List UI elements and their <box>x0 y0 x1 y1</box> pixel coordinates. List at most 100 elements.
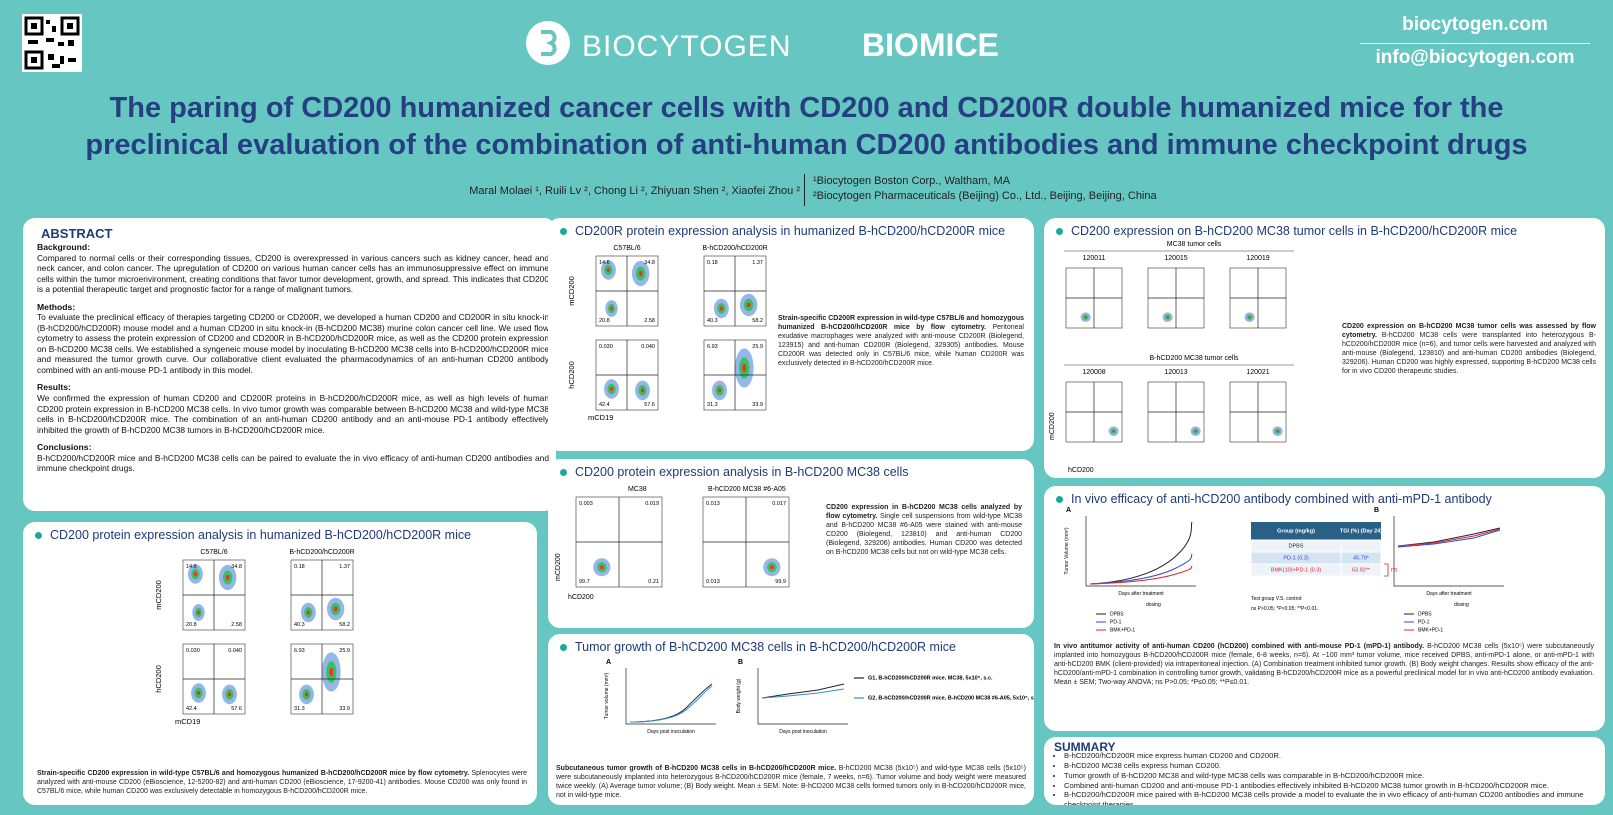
y-axis-label: Body weight (g) <box>736 678 742 713</box>
quadrant-value: 0.013 <box>706 579 720 585</box>
efficacy-charts: A Tumor Volume (mm³) Days after treatment B… <box>1064 507 1504 633</box>
logos: BIOCYTOGEN BIOMICE <box>526 21 999 65</box>
contact: biocytogen.com info@biocytogen.com <box>1360 14 1590 69</box>
title: The paring of CD200 humanized cancer cel… <box>0 90 1613 164</box>
quadrant-value: 0.019 <box>645 501 659 507</box>
affiliation: ²Biocytogen Pharmaceuticals (Beijing) Co… <box>813 190 1157 202</box>
curve <box>629 683 713 723</box>
density <box>1194 430 1197 433</box>
quadrant-value: 31.3 <box>294 706 305 712</box>
flow-plots: C57BL/6 B-hCD200/hCD200R mCD200 hCD200 14.6 3… <box>567 245 768 422</box>
section-text: To evaluate the preclinical efficacy of … <box>37 312 549 375</box>
axis <box>1085 516 1196 587</box>
website: biocytogen.com <box>1402 14 1548 35</box>
caption-bold: CD200 expression on B-hCD200 MC38 tumor … <box>1342 323 1596 340</box>
density <box>746 302 751 308</box>
quadrant-value: 58.2 <box>752 318 763 324</box>
density <box>609 386 614 392</box>
table-cell-text: PD-1 (0.3) <box>1283 555 1309 561</box>
abstract-body: Background: Compared to normal cells or t… <box>37 235 549 474</box>
x-axis-label: hCD200 <box>1068 467 1094 474</box>
quadrant-value: 99.7 <box>579 579 590 585</box>
caption-text: B-hCD200 MC38 cells (5x10⁵) were subcuta… <box>1054 643 1594 687</box>
quadrant-value: 0.18 <box>707 260 718 266</box>
quadrant-value: 57.6 <box>644 402 655 408</box>
table-cell <box>1340 563 1382 577</box>
caption-text: Splenocytes were analyzed with anti-mous… <box>37 770 527 796</box>
column-label: C57BL/6 <box>200 549 227 556</box>
quadrant-value: 0.21 <box>648 579 659 585</box>
curve <box>1089 565 1193 585</box>
summary-item: B-hCD200 MC38 cells express human CD200. <box>1064 761 1594 771</box>
density <box>1276 430 1279 433</box>
density <box>1112 430 1115 433</box>
section-text: Compared to normal cells or their corres… <box>37 252 549 295</box>
panel-title: CD200 expression on B-hCD200 MC38 tumor … <box>1056 224 1517 238</box>
column-label: B-hCD200/hCD200R <box>702 245 767 252</box>
legend-entry: PD-1 <box>1110 619 1122 625</box>
density <box>717 388 722 393</box>
summary-item: Combined anti-human CD200 and anti-mouse… <box>1064 781 1594 791</box>
y-axis-label: Tumor Volume (mm³) <box>1064 527 1070 574</box>
curve <box>1397 529 1501 548</box>
mc38-panel: CD200 protein expression analysis in B-h… <box>548 459 1034 628</box>
section-heading: Results: <box>37 382 71 393</box>
axis <box>757 668 848 725</box>
sample-id: 120019 <box>1246 255 1269 262</box>
affiliation: ¹Biocytogen Boston Corp., Waltham, MA <box>813 175 1011 187</box>
table-head-cell <box>1341 522 1381 540</box>
x-axis-label: Days post inoculation <box>779 729 827 735</box>
y-axis-label: mCD200 <box>555 553 562 581</box>
caption-bold: Strain-specific CD200 expression in wild… <box>37 770 470 777</box>
density <box>225 574 230 581</box>
quadrant-value: 40.3 <box>294 622 305 628</box>
sample-id: 120013 <box>1164 369 1187 376</box>
abstract-panel: ABSTRACT Background: Compared to normal c… <box>23 218 556 511</box>
cd200r-panel: CD200R protein expression analysis in hu… <box>548 218 1034 451</box>
quadrant-value: 0.18 <box>294 564 305 570</box>
caption: Strain-specific CD200 expression in wild… <box>37 769 527 796</box>
summary-item: Tumor growth of B-hCD200 MC38 and wild-t… <box>1064 771 1594 781</box>
quadrant-value: 14.6 <box>186 564 197 570</box>
flow-plots: C57BL/6 B-hCD200/hCD200R mCD200 hCD200 14.6 3… <box>154 549 355 726</box>
sample-id: 120015 <box>1164 255 1187 262</box>
tumor-cells-panel: CD200 expression on B-hCD200 MC38 tumor … <box>1044 218 1605 478</box>
x-axis-label: mCD19 <box>175 717 200 726</box>
note: ns P>0.05; *P<0.05; **P<0.01. <box>1251 606 1318 612</box>
density <box>599 565 604 570</box>
sample-id: 120021 <box>1246 369 1269 376</box>
quadrant-value: 25.9 <box>339 648 350 654</box>
curve <box>761 683 845 699</box>
density <box>1248 316 1251 319</box>
panel-letter: A <box>1066 507 1071 514</box>
table-cell-text: DPBS <box>1289 543 1304 549</box>
efficacy-panel: In vivo efficacy of anti-hCD200 antibody… <box>1044 486 1605 731</box>
curve <box>1397 527 1501 547</box>
quadrant-value: 1.37 <box>339 564 350 570</box>
quadrant-value: 20.8 <box>599 318 610 324</box>
quadrant-value: 42.4 <box>599 402 610 408</box>
column-label: C57BL/6 <box>613 245 640 252</box>
quadrant-value: 0.013 <box>706 501 720 507</box>
density <box>742 363 747 373</box>
caption-text: Peritoneal exudative macrophages were an… <box>778 324 1024 368</box>
legend-entry: G2, B-hCD200/hCD200R mice, B-hCD200 MC38… <box>868 695 1034 701</box>
sample-id: 120011 <box>1083 255 1106 262</box>
axis <box>625 668 716 725</box>
affiliations: ¹Biocytogen Boston Corp., Waltham, MA ²B… <box>804 174 1157 206</box>
panel-letter: B <box>738 659 743 666</box>
density <box>1084 316 1087 319</box>
quadrant-value: 2.58 <box>644 318 655 324</box>
quadrant-value: 57.6 <box>231 706 242 712</box>
caption-bold: Strain-specific CD200R expression in wil… <box>778 315 1024 332</box>
density <box>306 610 310 615</box>
cd200-panel: CD200 protein expression analysis in hum… <box>23 522 537 805</box>
density <box>606 267 611 273</box>
quadrant-value: 0.040 <box>228 648 242 654</box>
quadrant-value: 2.58 <box>231 622 242 628</box>
caption: Strain-specific CD200R expression in wil… <box>778 314 1024 369</box>
density <box>333 606 338 612</box>
curve <box>629 685 713 723</box>
density <box>193 571 198 577</box>
dosing-label: dosing <box>1454 602 1469 608</box>
